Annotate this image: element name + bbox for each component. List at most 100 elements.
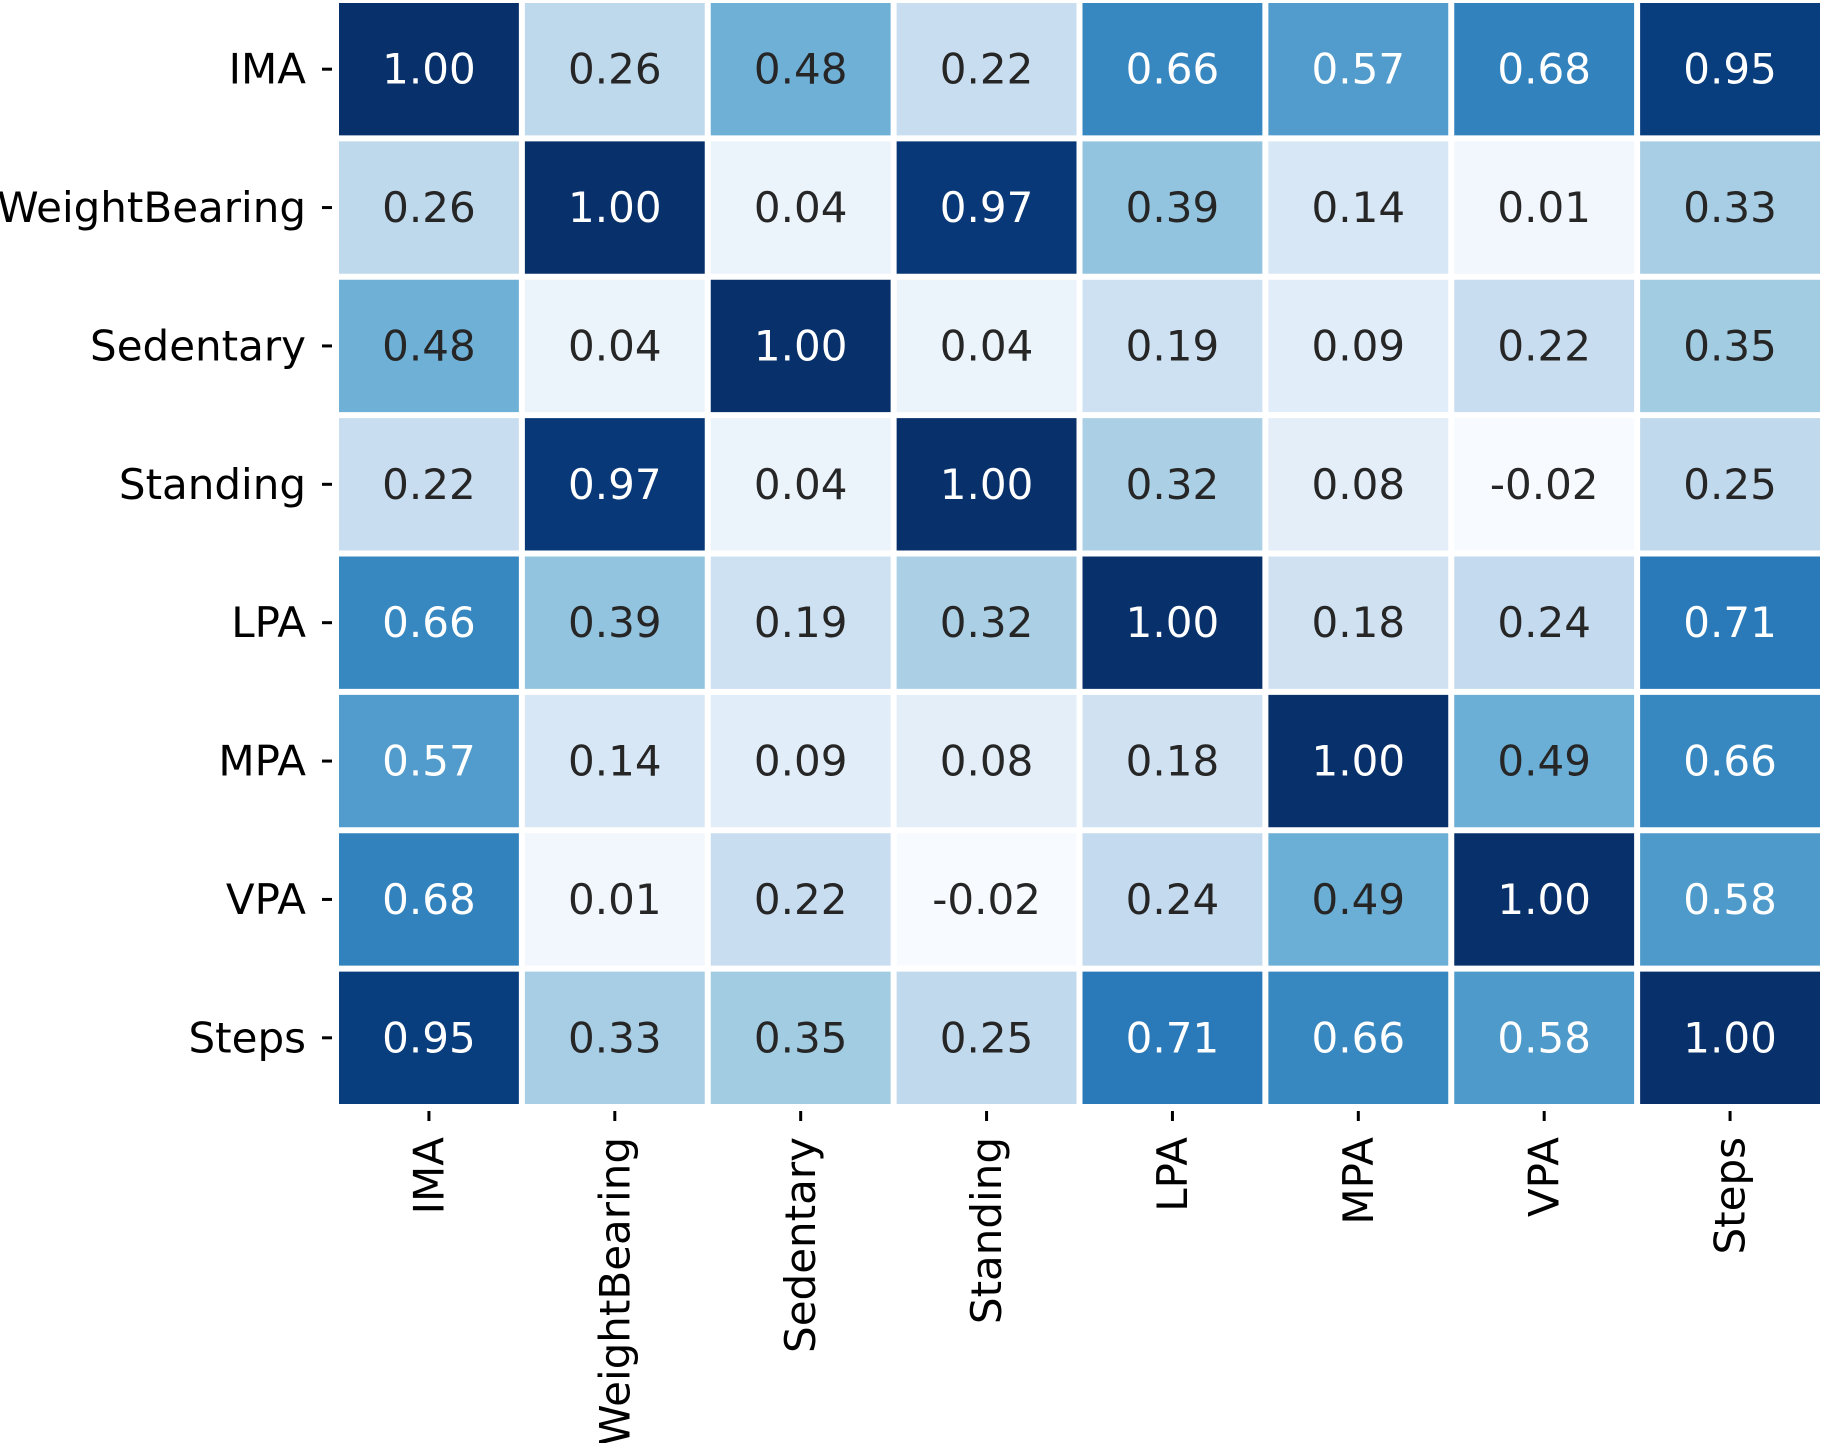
cell-value-label: 0.25 xyxy=(940,1013,1034,1062)
heatmap-cell: 0.71 xyxy=(1640,556,1820,689)
heatmap-cell: 0.01 xyxy=(524,833,705,966)
heatmap-cell: 0.57 xyxy=(1268,3,1449,136)
heatmap-cell-fill xyxy=(896,833,1077,966)
cell-value-label: 0.33 xyxy=(1683,183,1777,232)
cell-value-label: 0.58 xyxy=(1497,1013,1591,1062)
heatmap-cell-fill xyxy=(1640,833,1820,966)
y-tick-label: Standing xyxy=(119,460,306,509)
heatmap-cell: -0.02 xyxy=(896,833,1077,966)
heatmap-cell: 0.26 xyxy=(524,3,705,136)
heatmap-cell-fill xyxy=(339,694,519,828)
heatmap-cell: 1.00 xyxy=(1454,833,1635,966)
cell-value-label: 0.14 xyxy=(568,737,662,786)
heatmap-cell: 0.08 xyxy=(896,694,1077,828)
heatmap-cell-fill xyxy=(1082,971,1263,1104)
heatmap-cell: 0.01 xyxy=(1454,141,1635,274)
heatmap-cell: 0.18 xyxy=(1082,694,1263,828)
heatmap-cell-fill xyxy=(339,418,519,551)
cell-value-label: 0.71 xyxy=(1683,598,1777,647)
heatmap-cell: 0.66 xyxy=(1082,3,1263,136)
heatmap-cell-fill xyxy=(1640,971,1820,1104)
heatmap-cell: 0.39 xyxy=(1082,141,1263,274)
heatmap-cell-fill xyxy=(896,556,1077,689)
cell-value-label: 0.49 xyxy=(1312,875,1406,924)
heatmap-cell-fill xyxy=(524,694,705,828)
cell-value-label: 1.00 xyxy=(568,183,662,232)
heatmap-cell-fill xyxy=(896,694,1077,828)
x-tick-label: Steps xyxy=(1706,1137,1755,1255)
cell-value-label: 0.49 xyxy=(1497,737,1591,786)
y-tick-label: Steps xyxy=(188,1013,306,1062)
heatmap-cell: 0.09 xyxy=(710,694,891,828)
y-tick-label: VPA xyxy=(226,875,306,924)
heatmap-cell: 0.49 xyxy=(1454,694,1635,828)
heatmap-cell: 0.48 xyxy=(339,279,519,413)
y-tick-label: Sedentary xyxy=(90,321,306,370)
cell-value-label: 0.18 xyxy=(1126,737,1220,786)
heatmap-cell: 0.04 xyxy=(896,279,1077,413)
x-tick-label: VPA xyxy=(1520,1137,1569,1217)
heatmap-cell-fill xyxy=(1454,556,1635,689)
heatmap-cell: 0.04 xyxy=(524,279,705,413)
heatmap-cell: 0.22 xyxy=(339,418,519,551)
cell-value-label: 0.33 xyxy=(568,1013,662,1062)
heatmap-cell-fill xyxy=(524,418,705,551)
heatmap-cell-fill xyxy=(339,3,519,136)
cell-value-label: 0.66 xyxy=(1126,45,1220,94)
heatmap-cell-fill xyxy=(339,833,519,966)
heatmap-cell-fill xyxy=(1268,971,1449,1104)
cell-value-label: 0.71 xyxy=(1126,1013,1220,1062)
heatmap-cell: 0.04 xyxy=(710,418,891,551)
heatmap-cell-fill xyxy=(710,279,891,413)
cell-value-label: 0.26 xyxy=(382,183,476,232)
cell-value-label: 0.66 xyxy=(1312,1013,1406,1062)
cell-value-label: 0.48 xyxy=(754,45,848,94)
heatmap-cell: 1.00 xyxy=(710,279,891,413)
heatmap-cell: 0.26 xyxy=(339,141,519,274)
cell-value-label: 0.01 xyxy=(1497,183,1591,232)
cell-value-label: 0.22 xyxy=(1497,321,1591,370)
heatmap-cell: 0.08 xyxy=(1268,418,1449,551)
cell-value-label: 0.35 xyxy=(754,1013,848,1062)
cell-value-label: 0.19 xyxy=(1126,321,1220,370)
heatmap-cell: 0.39 xyxy=(524,556,705,689)
heatmap-cell-fill xyxy=(1640,3,1820,136)
cell-value-label: 0.22 xyxy=(940,45,1034,94)
cell-value-label: 0.57 xyxy=(1312,45,1406,94)
cell-value-label: 0.66 xyxy=(382,598,476,647)
heatmap-cell-fill xyxy=(1268,279,1449,413)
heatmap-cell: 0.22 xyxy=(896,3,1077,136)
cell-value-label: 0.22 xyxy=(382,460,476,509)
heatmap-cell: 0.24 xyxy=(1082,833,1263,966)
y-axis-ticks: IMA WeightBearing Sedentary Standing LPA MPA V… xyxy=(0,45,332,1062)
heatmap-cell: 0.48 xyxy=(710,3,891,136)
heatmap-cell: 1.00 xyxy=(1268,694,1449,828)
heatmap-cell: 0.22 xyxy=(710,833,891,966)
heatmap-cell: 1.00 xyxy=(524,141,705,274)
cell-value-label: 0.97 xyxy=(940,183,1034,232)
heatmap-cell: 1.00 xyxy=(896,418,1077,551)
x-tick-label: IMA xyxy=(404,1137,453,1215)
heatmap-cell: 0.68 xyxy=(339,833,519,966)
heatmap-cell-fill xyxy=(1082,141,1263,274)
heatmap-cell: 0.57 xyxy=(339,694,519,828)
heatmap-cell-fill xyxy=(1454,971,1635,1104)
heatmap-cell: 0.35 xyxy=(710,971,891,1104)
heatmap-cell-fill xyxy=(524,141,705,274)
cell-value-label: 1.00 xyxy=(940,460,1034,509)
heatmap-cell: 0.58 xyxy=(1640,833,1820,966)
heatmap-cell: 0.49 xyxy=(1268,833,1449,966)
heatmap-cell: 0.14 xyxy=(524,694,705,828)
heatmap-cell-fill xyxy=(1640,279,1820,413)
heatmap-cell-fill xyxy=(896,418,1077,551)
y-tick-label: WeightBearing xyxy=(0,183,306,232)
heatmap-cell: 0.19 xyxy=(1082,279,1263,413)
heatmap-cell: 0.97 xyxy=(896,141,1077,274)
heatmap-cell-fill xyxy=(710,694,891,828)
cell-value-label: 0.35 xyxy=(1683,321,1777,370)
cell-value-label: 0.24 xyxy=(1126,875,1220,924)
heatmap-cell: 0.18 xyxy=(1268,556,1449,689)
heatmap-cell-fill xyxy=(710,141,891,274)
cell-value-label: 1.00 xyxy=(1683,1013,1777,1062)
heatmap-cell-fill xyxy=(1082,556,1263,689)
